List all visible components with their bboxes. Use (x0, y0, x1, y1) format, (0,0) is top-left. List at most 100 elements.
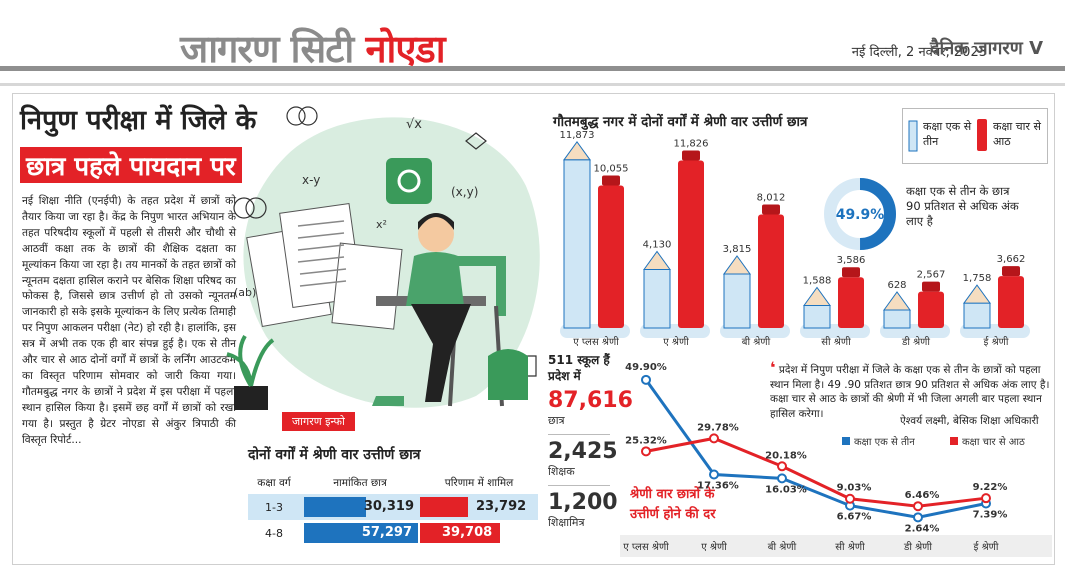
pencil-tip (563, 140, 591, 161)
pen-bar (998, 276, 1024, 328)
result-cell: 39,708 (420, 522, 538, 544)
masthead: जागरण सिटी नोएडा नई दिल्ली, 2 नवंबर, 202… (0, 0, 1065, 86)
quote-text: प्रदेश में निपुण परीक्षा में जिले के कक्… (770, 364, 1050, 420)
headline-line2: छात्र पहले पायदान पर (20, 147, 242, 183)
quote-mark-icon: ❛ (770, 358, 776, 377)
data-label: 20.18% (765, 450, 807, 461)
data-label: 7.39% (973, 510, 1008, 521)
legend-b-label: कक्षा चार से आठ (993, 120, 1041, 148)
x-tick-label: डी श्रेणी (901, 336, 930, 348)
data-label: 17.36% (697, 480, 739, 491)
data-label: 9.03% (837, 483, 872, 494)
header-result: परिणाम में शामिल (444, 477, 514, 489)
value-label: 11,873 (560, 130, 595, 141)
legend-icons (908, 119, 987, 152)
data-point (845, 493, 855, 504)
legend-pen-icon (977, 119, 987, 151)
article-body: नई शिक्षा नीति (एनईपी) के तहत प्रदेश में… (22, 195, 236, 446)
value-label: 628 (887, 280, 906, 291)
brand-part1: जागरण सिटी (180, 27, 354, 71)
x-tick-label: ई श्रेणी (984, 336, 1009, 348)
chart-label-line2: उत्तीर्ण होने की दर (629, 506, 716, 522)
pen-bar (678, 160, 704, 328)
pencil-tip (883, 291, 911, 311)
result-bar (420, 497, 468, 517)
data-point (641, 446, 651, 457)
data-point (913, 501, 923, 512)
header-class: कक्षा वर्ग (257, 477, 291, 489)
legend-swatch-blue (842, 437, 850, 445)
donut-value: 49.9% (836, 207, 885, 223)
x-tick-label: ए प्लस श्रेणी (623, 541, 669, 553)
masthead-rule (0, 66, 1065, 71)
pencil-bar (563, 159, 591, 329)
class-cell: 1-3 (265, 500, 283, 514)
dateline: नई दिल्ली, 2 नवंबर, 2023 (851, 45, 987, 60)
divider (548, 434, 610, 435)
header-enrolled: नामांकित छात्र (333, 477, 387, 489)
pencil-tip (803, 286, 831, 307)
stat-teachers-value: 2,425 (548, 439, 618, 464)
chart-label-line1: श्रेणी वार छात्रों के (629, 486, 715, 502)
info-tag: जागरण इन्फो (282, 412, 355, 431)
data-label: 25.32% (625, 435, 667, 446)
enrolled-value: 57,297 (361, 525, 412, 540)
enrolled-cell: 57,297 (300, 522, 420, 544)
pencil-bar (963, 302, 991, 329)
value-label: 10,055 (594, 164, 629, 175)
data-label: 2.64% (905, 523, 940, 534)
x-tick-label: बी श्रेणी (768, 541, 797, 553)
data-point (709, 433, 719, 444)
x-axis-band (620, 535, 1052, 557)
pencil-tip (643, 250, 671, 270)
result-bar (420, 523, 500, 543)
result-cell: 23,792 (420, 496, 538, 518)
data-label: 49.90% (625, 362, 667, 373)
x-tick-label: ए प्लस श्रेणी (573, 336, 619, 348)
pen-cap (922, 281, 940, 292)
pencil-chart-legend: कक्षा एक से तीन कक्षा चार से आठ (902, 108, 1048, 164)
series-line-1-3 (644, 378, 987, 519)
legend-label-a: कक्षा एक से तीन (854, 436, 915, 448)
svg-text:x²: x² (376, 218, 387, 231)
data-point (913, 512, 923, 523)
donut-arc (824, 178, 896, 250)
value-label: 3,586 (837, 255, 866, 266)
x-tick-label: बी श्रेणी (742, 336, 771, 348)
stat-teachers-label: शिक्षक (548, 465, 575, 478)
headline-line1: निपुण परीक्षा में जिले के (20, 105, 257, 136)
data-point (709, 469, 719, 480)
value-label: 3,815 (723, 244, 752, 255)
data-label: 16.03% (765, 484, 807, 495)
data-label: 9.22% (973, 482, 1008, 493)
stat-students-label: छात्र (548, 414, 565, 427)
pencil-chart-title: गौतमबुद्ध नगर में दोनों वर्गों में श्रेण… (553, 114, 808, 130)
svg-text:x-y: x-y (302, 173, 320, 187)
pen-bar (838, 277, 864, 328)
pencil-bar-chart: ए प्लस श्रेणी 11,873 10,055 ए श्रेणी 4,130 11… (560, 130, 1030, 348)
enrolled-cell: 30,319 (300, 496, 420, 518)
student-illustration: √x x-y (x,y) x² (ab) (226, 106, 540, 410)
data-point (981, 493, 991, 504)
line-chart: श्रेणी वार छात्रों के उत्तीर्ण होने की दर… (620, 362, 1052, 557)
brand-part2: नोएडा (365, 27, 445, 71)
table-header: कक्षा वर्ग नामांकित छात्र परिणाम में शाम… (248, 472, 538, 494)
pen-cap (762, 204, 780, 215)
value-label: 3,662 (997, 254, 1026, 265)
enrolled-bar (304, 497, 366, 517)
stat-schools: 511 स्कूल हैं प्रदेश में (548, 353, 610, 383)
class-cell: 4-8 (265, 526, 283, 540)
series-line-4-8 (645, 436, 987, 508)
pencil-bar (803, 305, 831, 329)
data-point (777, 461, 787, 472)
table-row: 4-8 57,297 39,708 (248, 520, 538, 546)
quote-author: ऐश्वर्य लक्ष्मी, बेसिक शिक्षा अधिकारी (900, 415, 1039, 427)
pencil-bar (883, 309, 911, 329)
x-tick-label: ए श्रेणी (701, 541, 727, 553)
stats-column: 511 स्कूल हैं प्रदेश में 87,616 छात्र 2,… (548, 352, 633, 536)
pen-cap (682, 150, 700, 161)
enrollment-table: कक्षा वर्ग नामांकित छात्र परिणाम में शाम… (248, 472, 538, 546)
pen-bar (758, 214, 784, 328)
data-label: 6.67% (837, 512, 872, 523)
content-panel (12, 93, 1055, 565)
